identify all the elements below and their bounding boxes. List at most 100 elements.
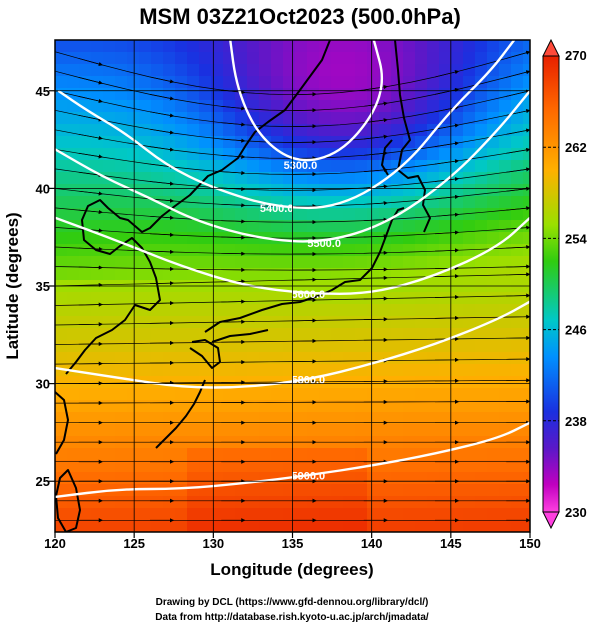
- field-cell: [331, 412, 344, 425]
- field-cell: [487, 424, 500, 437]
- field-cell: [343, 412, 356, 425]
- field-cell: [79, 496, 92, 509]
- field-cell: [247, 316, 260, 329]
- field-cell: [331, 76, 344, 89]
- wind-arrow: [149, 111, 175, 118]
- field-cell: [307, 448, 320, 461]
- field-cell: [67, 508, 80, 521]
- field-cell: [511, 112, 524, 125]
- field-cell: [127, 340, 140, 353]
- field-cell: [319, 160, 332, 173]
- field-cell: [391, 172, 404, 185]
- field-cell: [427, 376, 440, 389]
- x-tick-label: 125: [123, 536, 145, 551]
- field-cell: [235, 364, 248, 377]
- wind-arrow: [221, 138, 246, 143]
- field-cell: [499, 460, 512, 473]
- y-tick-label: 40: [36, 181, 50, 196]
- field-cell: [283, 352, 296, 365]
- field-cell: [283, 388, 296, 401]
- wind-arrow: [149, 128, 175, 135]
- field-cell: [79, 196, 92, 209]
- field-cell: [403, 472, 416, 485]
- field-cell: [475, 160, 488, 173]
- field-cell: [499, 136, 512, 149]
- field-cell: [127, 256, 140, 269]
- wind-arrow: [363, 234, 388, 239]
- credit-drawing: Drawing by DCL (https://www.gfd-dennou.o…: [156, 597, 429, 608]
- field-cell: [199, 88, 212, 101]
- field-cell: [115, 496, 128, 509]
- field-cell: [175, 112, 188, 125]
- field-cell: [439, 340, 452, 353]
- field-cell: [199, 292, 212, 305]
- field-cell: [259, 292, 272, 305]
- field-cell: [247, 100, 260, 113]
- field-cell: [127, 364, 140, 377]
- field-cell: [247, 244, 260, 257]
- wind-arrow: [221, 235, 246, 240]
- field-cell: [139, 412, 152, 425]
- field-cell: [103, 64, 116, 77]
- field-cell: [487, 124, 500, 137]
- wind-arrow: [506, 264, 530, 269]
- field-cell: [79, 292, 92, 305]
- field-cell: [271, 400, 284, 413]
- field-cell: [307, 496, 320, 509]
- field-cell: [127, 352, 140, 365]
- field-cell: [523, 136, 530, 149]
- field-cell: [103, 400, 116, 413]
- field-cell: [427, 40, 440, 53]
- field-cell: [67, 268, 80, 281]
- field-cell: [523, 256, 530, 269]
- field-cell: [319, 88, 332, 101]
- field-cell: [427, 520, 440, 532]
- field-cell: [271, 352, 284, 365]
- field-cell: [391, 448, 404, 461]
- field-cell: [127, 64, 140, 77]
- field-cell: [367, 484, 380, 497]
- field-cell: [259, 484, 272, 497]
- field-cell: [343, 100, 356, 113]
- field-cell: [187, 136, 200, 149]
- wind-arrow: [149, 249, 175, 254]
- field-cell: [463, 220, 476, 233]
- field-cell: [235, 292, 248, 305]
- field-cell: [319, 496, 332, 509]
- field-cell: [175, 40, 188, 53]
- wind-arrow: [363, 84, 388, 91]
- wind-arrow: [78, 302, 103, 307]
- field-cell: [463, 136, 476, 149]
- field-cell: [343, 88, 356, 101]
- field-cell: [55, 244, 68, 257]
- field-cell: [463, 52, 476, 65]
- field-cell: [439, 196, 452, 209]
- field-cell: [511, 40, 524, 53]
- field-cell: [355, 340, 368, 353]
- field-cell: [379, 388, 392, 401]
- field-cell: [475, 508, 488, 521]
- wind-arrow: [78, 152, 103, 159]
- field-cell: [175, 232, 188, 245]
- field-cell: [343, 400, 356, 413]
- field-cell: [295, 244, 308, 257]
- field-cell: [271, 220, 284, 233]
- wind-arrow: [292, 277, 317, 282]
- field-cell: [211, 400, 224, 413]
- field-cell: [139, 268, 152, 281]
- field-cell: [235, 352, 248, 365]
- height-contours: 5300.0 5400.0 5500.0 5600.0 5800.0 5900.0: [55, 40, 530, 499]
- field-cell: [511, 292, 524, 305]
- field-cell: [199, 100, 212, 113]
- field-cell: [427, 304, 440, 317]
- field-cell: [79, 76, 92, 89]
- field-cell: [415, 352, 428, 365]
- wind-arrow: [221, 219, 246, 224]
- field-cell: [283, 112, 296, 125]
- field-cell: [331, 508, 344, 521]
- field-cell: [511, 88, 524, 101]
- field-cell: [163, 88, 176, 101]
- field-cell: [391, 328, 404, 341]
- field-cell: [199, 148, 212, 161]
- field-cell: [163, 100, 176, 113]
